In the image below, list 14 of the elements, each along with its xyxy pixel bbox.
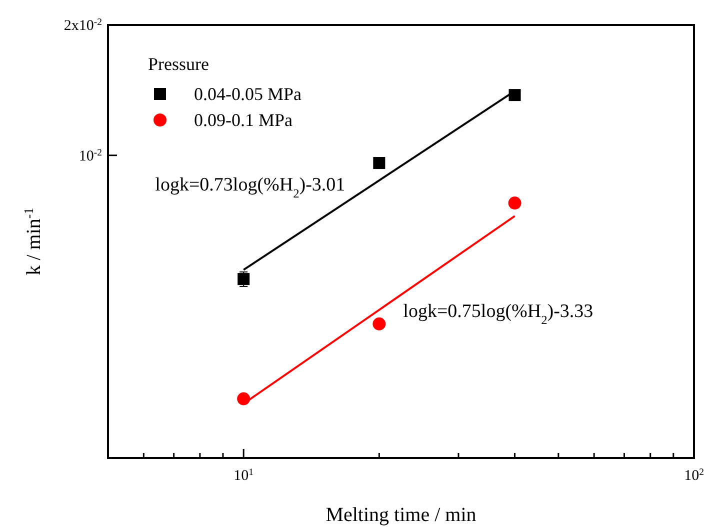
point: [372, 317, 386, 330]
legend-label: 0.04-0.05 MPa: [194, 84, 302, 104]
x-tick-label: 10$^{2}$: [684, 466, 704, 484]
x-tick-label: 10$^{1}$: [234, 466, 254, 484]
legend-title: Pressure: [148, 54, 209, 74]
point: [508, 89, 521, 102]
y-tick-label: 10$^{-2}$: [78, 146, 102, 164]
point: [373, 157, 386, 170]
legend-label: 0.09-0.1 MPa: [194, 110, 293, 130]
y-tick-label: 2x10$^{-2}$: [64, 16, 102, 34]
annotation: logk=0.75log(%H$_{2}$)-3.33: [403, 300, 594, 327]
x-axis-title: Melting time / min: [326, 504, 476, 526]
annotation: logk=0.73log(%H$_{2}$)-3.01: [155, 174, 346, 200]
point: [508, 196, 522, 210]
